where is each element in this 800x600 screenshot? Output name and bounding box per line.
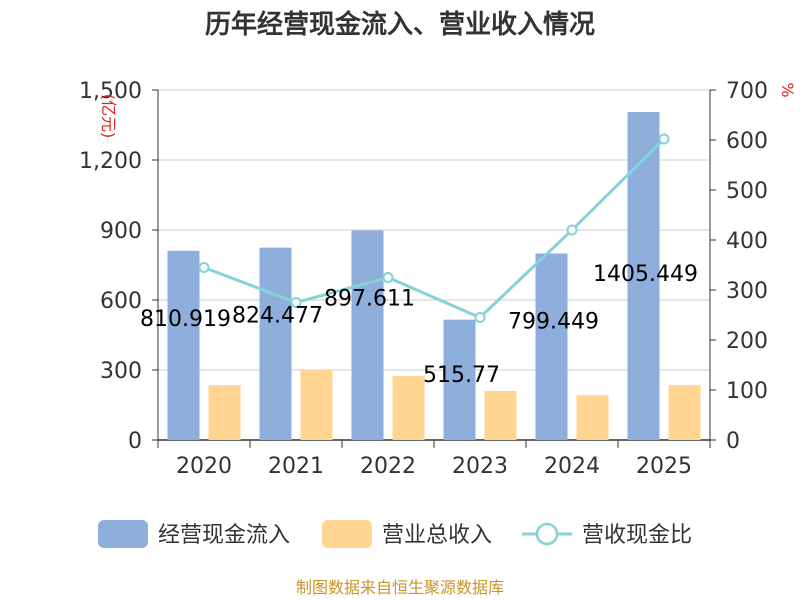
legend-swatch-ratio-marker [535,522,559,546]
cash-inflow-bar [259,247,292,440]
x-tick-label: 2020 [176,454,232,479]
right-tick-label: 500 [726,179,768,204]
ratio-point [290,297,302,308]
ratio-point [474,312,486,323]
ratio-line-path [203,137,666,320]
source-note: 制图数据来自恒生聚源数据库 [296,578,504,597]
legend-label-revenue: 营业总收入 [382,523,492,548]
revenue-bar [576,395,609,440]
cash-inflow-bar [167,250,200,440]
right-axis-unit: % [778,82,797,97]
revenue-bar [300,370,333,440]
revenue-bar [668,385,701,440]
right-tick-label: 300 [726,279,768,304]
left-tick-label: 1,500 [79,79,142,104]
bars [167,112,701,441]
x-tick-label: 2025 [636,454,692,479]
x-tick-label: 2022 [360,454,416,479]
left-tick-label: 900 [100,219,142,244]
x-tick-label: 2024 [544,454,600,479]
right-tick-label: 200 [726,329,768,354]
revenue-bar [208,385,241,440]
left-tick-label: 1,200 [79,149,142,174]
chart-title: 历年经营现金流入、营业收入情况 [205,9,595,40]
ratio-point [382,272,394,283]
legend-swatch-revenue [322,520,372,548]
cash-inflow-value-label: 1405.449 [593,262,698,287]
left-tick-label: 0 [128,429,142,454]
ratio-line [198,133,670,323]
cash-inflow-value-label: 810.919 [140,307,231,332]
left-axis-unit: (亿元) [99,94,118,139]
right-tick-label: 600 [726,129,768,154]
left-tick-label: 300 [100,359,142,384]
cash-inflow-bar [627,112,660,441]
ratio-point [658,133,670,145]
x-tick-label: 2021 [268,454,324,479]
revenue-bar [392,375,425,440]
legend: 经营现金流入 营业总收入 营收现金比 [98,520,692,548]
ratio-point [566,224,578,236]
left-tick-label: 600 [100,289,142,314]
revenue-bar [484,391,517,440]
axes: 0 300 600 900 1,200 1,500 0 100 200 300 400 500 600 7… [79,79,797,479]
cash-inflow-value-label: 799.449 [508,309,599,334]
legend-swatch-cash-inflow [98,520,148,548]
right-tick-label: 700 [726,79,768,104]
cash-inflow-value-label: 515.77 [423,363,500,388]
cash-inflow-bar [535,253,568,440]
right-tick-label: 400 [726,229,768,254]
ratio-point [198,262,210,273]
legend-label-cash-inflow: 经营现金流入 [158,523,290,548]
x-tick-label: 2023 [452,454,508,479]
cash-inflow-bar [351,230,384,440]
cash-inflow-value-label: 897.611 [324,287,415,312]
right-tick-label: 100 [726,379,768,404]
cash-inflow-value-label: 824.477 [232,304,323,329]
cash-inflow-bar [443,319,476,440]
right-tick-label: 0 [726,429,740,454]
legend-label-ratio: 营收现金比 [582,523,692,548]
gridlines [158,89,710,371]
